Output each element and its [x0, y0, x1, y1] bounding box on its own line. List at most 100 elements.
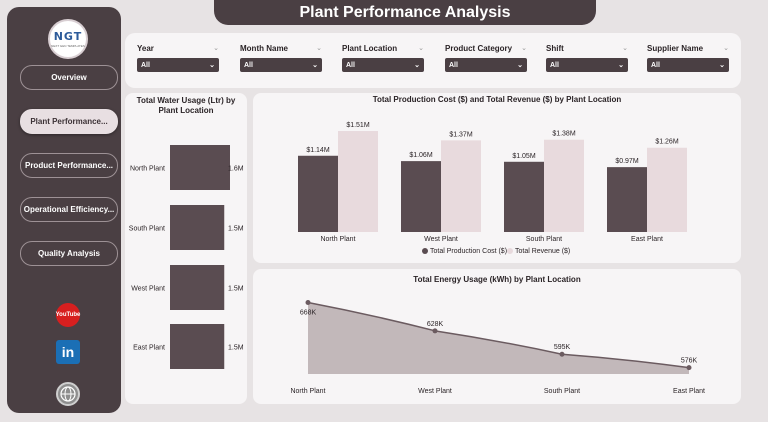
- logo-subtext: NEXT GEN TEMPLATES: [51, 44, 85, 48]
- linkedin-label: in: [61, 344, 75, 360]
- energy-point: [559, 351, 565, 357]
- cost-value-label: $1.05M: [512, 153, 536, 160]
- cost-revenue-chart: $1.14M $1.51M North Plant $1.06M $1.37M West …: [298, 122, 687, 255]
- revenue-value-label: $1.38M: [552, 131, 576, 138]
- energy-usage-panel: Total Energy Usage (kWh) by Plant Locati…: [253, 269, 741, 404]
- energy-value-label: 668K: [300, 310, 317, 317]
- water-category-label: South Plant: [129, 226, 165, 233]
- chevron-down-icon[interactable]: ⌄: [418, 45, 424, 52]
- cost-value-label: $0.97M: [615, 158, 639, 165]
- select-value: All: [651, 61, 660, 69]
- chevron-down-icon: ⌄: [312, 62, 318, 69]
- brand-logo[interactable]: NGT NEXT GEN TEMPLATES: [48, 19, 88, 59]
- legend-cost-marker: [422, 248, 428, 254]
- energy-point: [305, 300, 311, 305]
- filter-product-category: Product Category ⌄ All ⌄: [445, 42, 527, 72]
- filter-shift: Shift ⌄ All ⌄: [546, 42, 628, 72]
- legend-revenue-marker: [507, 248, 513, 254]
- chevron-down-icon: ⌄: [414, 62, 420, 69]
- year-select[interactable]: All ⌄: [137, 58, 219, 72]
- filter-label: Year: [137, 43, 154, 53]
- water-value-label: 1.5M: [228, 226, 244, 233]
- month-select[interactable]: All ⌄: [240, 58, 322, 72]
- cost-value-label: $1.14M: [306, 147, 330, 154]
- water-chart-title: Total Water Usage (Ltr) by Plant Locatio…: [136, 96, 236, 115]
- filter-year: Year ⌄ All ⌄: [137, 42, 219, 72]
- nav-overview[interactable]: Overview: [20, 65, 118, 90]
- sidebar: NGT NEXT GEN TEMPLATES Overview Plant Pe…: [7, 7, 121, 413]
- product-category-select[interactable]: All ⌄: [445, 58, 527, 72]
- revenue-bar: [544, 139, 584, 232]
- chevron-down-icon: ⌄: [209, 62, 215, 69]
- energy-value-label: 628K: [427, 321, 444, 328]
- water-bar: [170, 265, 225, 310]
- chevron-down-icon: ⌄: [618, 62, 624, 69]
- water-value-label: 1.5M: [228, 286, 244, 293]
- revenue-value-label: $1.51M: [346, 122, 370, 129]
- category-label: North Plant: [320, 236, 355, 243]
- water-bar: [170, 145, 230, 190]
- cost-value-label: $1.06M: [409, 152, 433, 159]
- energy-point: [432, 328, 438, 334]
- filter-bar: Year ⌄ All ⌄ Month Name ⌄ All ⌄ Plant Locati…: [125, 33, 741, 88]
- linkedin-icon[interactable]: in: [56, 340, 80, 364]
- cost-bar: [401, 161, 441, 232]
- globe-glyph: [60, 386, 76, 402]
- water-category-label: East Plant: [133, 345, 165, 352]
- chevron-down-icon[interactable]: ⌄: [521, 45, 527, 52]
- energy-category-label: West Plant: [418, 388, 452, 395]
- energy-category-label: South Plant: [544, 388, 580, 395]
- category-label: South Plant: [526, 236, 562, 243]
- revenue-value-label: $1.37M: [449, 131, 473, 138]
- water-bar: [170, 205, 225, 250]
- energy-usage-chart: 668K North Plant 628K West Plant 595K South P…: [290, 300, 705, 395]
- nav-plant-performance[interactable]: Plant Performance...: [20, 109, 118, 134]
- logo-text: NGT: [53, 30, 83, 43]
- water-value-label: 1.6M: [228, 166, 244, 173]
- cost-bar: [607, 167, 647, 232]
- water-category-label: West Plant: [131, 286, 165, 293]
- legend-cost-label: Total Production Cost ($): [430, 248, 507, 255]
- chevron-down-icon[interactable]: ⌄: [213, 45, 219, 52]
- title-banner: Plant Performance Analysis: [214, 0, 596, 25]
- chevron-down-icon[interactable]: ⌄: [723, 45, 729, 52]
- filter-label: Month Name: [240, 43, 288, 53]
- select-value: All: [550, 61, 559, 69]
- select-value: All: [244, 61, 253, 69]
- youtube-icon[interactable]: YouTube: [56, 303, 80, 327]
- filter-month: Month Name ⌄ All ⌄: [240, 42, 322, 72]
- cost-revenue-panel: Total Production Cost ($) and Total Reve…: [253, 93, 741, 263]
- energy-category-label: North Plant: [290, 388, 325, 395]
- nav-product-performance[interactable]: Product Performance...: [20, 153, 118, 178]
- globe-icon[interactable]: [56, 382, 80, 406]
- youtube-label: YouTube: [55, 312, 81, 318]
- chevron-down-icon[interactable]: ⌄: [622, 45, 628, 52]
- filter-supplier: Supplier Name ⌄ All ⌄: [647, 42, 729, 72]
- revenue-bar: [647, 147, 687, 232]
- revenue-value-label: $1.26M: [655, 139, 679, 146]
- nav-quality-analysis[interactable]: Quality Analysis: [20, 241, 118, 266]
- energy-chart-title: Total Energy Usage (kWh) by Plant Locati…: [413, 275, 581, 284]
- cost-bar: [298, 155, 338, 232]
- supplier-select[interactable]: All ⌄: [647, 58, 729, 72]
- energy-point: [686, 365, 692, 371]
- page-title: Plant Performance Analysis: [299, 3, 511, 21]
- nav-operational-efficiency[interactable]: Operational Efficiency...: [20, 197, 118, 222]
- energy-value-label: 576K: [681, 358, 698, 365]
- water-value-label: 1.5M: [228, 345, 244, 352]
- energy-line: [307, 301, 690, 369]
- filter-label: Shift: [546, 43, 564, 53]
- water-usage-chart: North Plant 1.6M South Plant 1.5M West Plant…: [129, 145, 244, 369]
- cost-revenue-title: Total Production Cost ($) and Total Reve…: [372, 95, 622, 104]
- category-label: East Plant: [631, 236, 663, 243]
- water-usage-panel: Total Water Usage (Ltr) by Plant Locatio…: [125, 93, 247, 404]
- water-category-label: North Plant: [130, 166, 165, 173]
- select-value: All: [346, 61, 355, 69]
- plant-location-select[interactable]: All ⌄: [342, 58, 424, 72]
- chevron-down-icon[interactable]: ⌄: [316, 45, 322, 52]
- revenue-bar: [441, 140, 481, 232]
- category-label: West Plant: [424, 236, 458, 243]
- select-value: All: [449, 61, 458, 69]
- energy-value-label: 595K: [554, 344, 571, 351]
- shift-select[interactable]: All ⌄: [546, 58, 628, 72]
